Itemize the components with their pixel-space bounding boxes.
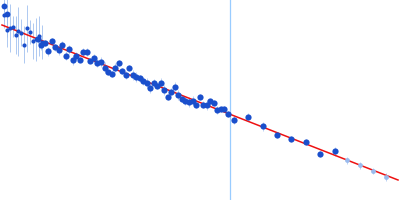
Point xyxy=(126,66,132,70)
Point xyxy=(119,69,125,73)
Point xyxy=(172,85,178,88)
Point xyxy=(94,61,101,65)
Point xyxy=(370,170,376,173)
Point xyxy=(52,46,58,49)
Point xyxy=(259,125,266,128)
Point xyxy=(193,103,199,107)
Point xyxy=(356,164,363,167)
Point xyxy=(218,108,224,111)
Point xyxy=(196,95,203,99)
Point xyxy=(161,88,168,91)
Point xyxy=(12,34,19,37)
Point xyxy=(30,39,36,43)
Point xyxy=(179,97,185,100)
Point xyxy=(18,31,24,34)
Point xyxy=(24,27,30,30)
Point xyxy=(343,159,350,162)
Point xyxy=(1,4,7,7)
Point xyxy=(66,48,72,51)
Point xyxy=(112,66,118,70)
Point xyxy=(10,25,16,28)
Point xyxy=(87,59,94,62)
Point xyxy=(204,103,210,106)
Point xyxy=(108,73,115,76)
Point xyxy=(224,112,231,116)
Point xyxy=(48,39,55,42)
Point xyxy=(332,150,338,153)
Point xyxy=(140,79,146,82)
Point xyxy=(210,101,217,104)
Point xyxy=(4,28,10,31)
Point xyxy=(302,140,309,143)
Point xyxy=(383,176,389,179)
Point xyxy=(221,108,228,111)
Point xyxy=(189,99,196,102)
Point xyxy=(133,76,139,79)
Point xyxy=(59,43,66,46)
Point xyxy=(56,48,62,51)
Point xyxy=(154,85,160,88)
Point xyxy=(101,66,108,69)
Point xyxy=(1,14,7,17)
Point xyxy=(182,99,189,103)
Point xyxy=(130,74,136,77)
Point xyxy=(21,43,28,46)
Point xyxy=(136,76,143,80)
Point xyxy=(214,108,220,112)
Point xyxy=(77,58,83,61)
Point xyxy=(38,41,45,44)
Point xyxy=(105,71,111,74)
Point xyxy=(165,95,171,98)
Point xyxy=(80,50,86,53)
Point xyxy=(84,50,90,54)
Point xyxy=(274,134,280,137)
Point xyxy=(245,115,251,118)
Point xyxy=(150,81,157,84)
Point xyxy=(317,152,324,155)
Point xyxy=(32,38,39,41)
Point xyxy=(144,81,150,84)
Point xyxy=(73,55,80,58)
Point xyxy=(27,31,33,34)
Point xyxy=(175,94,182,97)
Point xyxy=(70,58,76,62)
Point xyxy=(200,103,206,106)
Point xyxy=(186,100,192,103)
Point xyxy=(115,61,122,64)
Point xyxy=(122,74,129,77)
Point xyxy=(158,81,164,85)
Point xyxy=(34,38,41,41)
Point xyxy=(207,100,213,103)
Point xyxy=(45,49,51,53)
Point xyxy=(91,56,97,60)
Point xyxy=(36,35,42,38)
Point xyxy=(98,60,104,63)
Point xyxy=(38,44,44,47)
Point xyxy=(15,30,22,33)
Point xyxy=(288,137,294,140)
Point xyxy=(62,54,69,57)
Point xyxy=(42,42,48,45)
Point xyxy=(168,90,174,93)
Point xyxy=(6,26,13,29)
Point xyxy=(4,13,10,16)
Point xyxy=(147,86,154,90)
Point xyxy=(230,119,237,122)
